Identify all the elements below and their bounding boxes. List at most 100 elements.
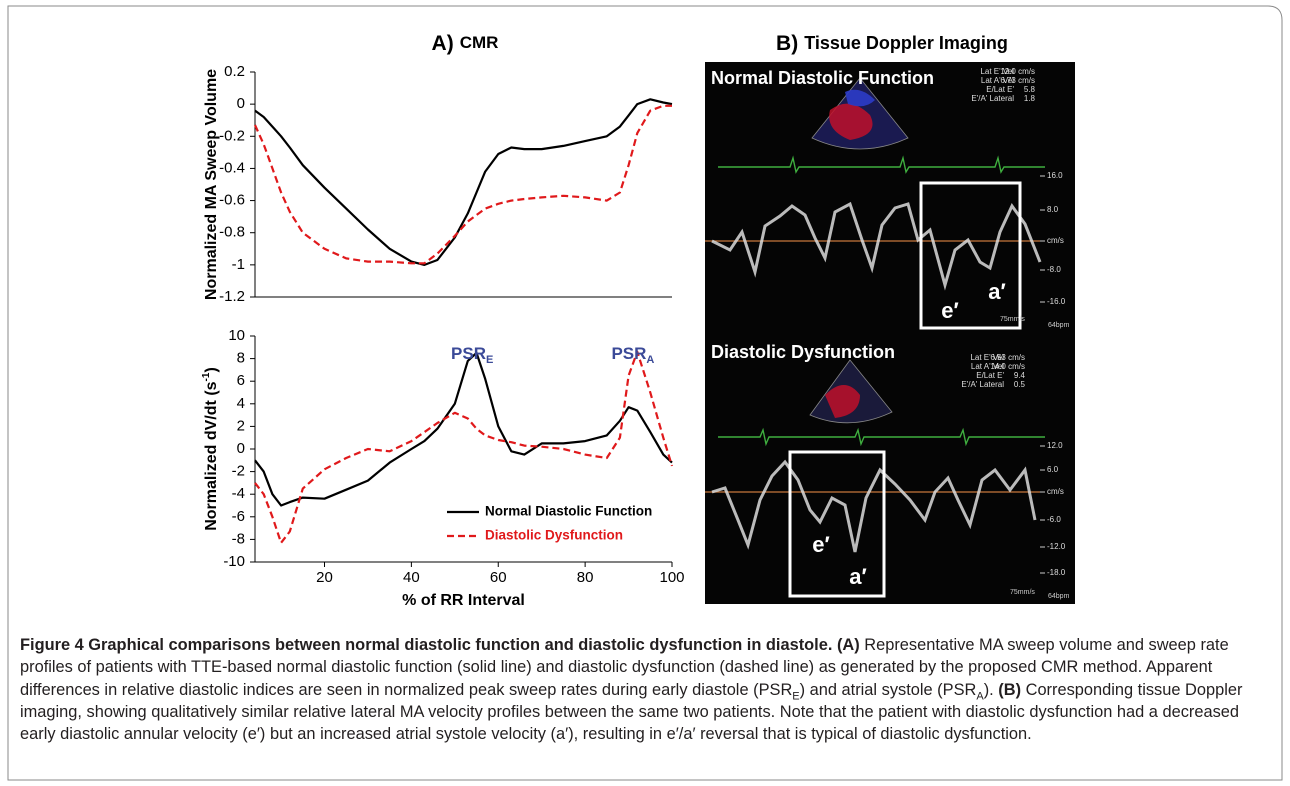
view-title: Diastolic Dysfunction <box>711 342 895 362</box>
panel-title: B) Tissue Doppler Imaging <box>776 32 1008 55</box>
sweep-speed: 75mm/s <box>1000 316 1025 323</box>
y-axis-label: Normalized MA Sweep Volume <box>203 69 220 300</box>
measurement-value: 12.0 cm/s <box>1000 67 1035 76</box>
legend-label: Normal Diastolic Function <box>485 504 652 519</box>
y-tick-label: 6 <box>237 372 245 389</box>
view-title: Normal Diastolic Function <box>711 68 934 88</box>
measurement-value: 1.8 <box>1024 94 1036 103</box>
doppler-background <box>705 62 1075 604</box>
measurement-label: Lat A' Vel <box>981 76 1014 85</box>
text-part: PSR <box>611 344 646 363</box>
caption-text: Representative MA sweep volume and sweep… <box>20 636 1229 699</box>
scale-label: -12.0 <box>1047 542 1066 551</box>
figure-caption: Figure 4 Graphical comparisons between n… <box>20 634 1276 745</box>
measurement-value: 5.8 <box>1024 85 1036 94</box>
text-part: A) <box>432 32 454 55</box>
scale-label: 12.0 <box>1047 441 1063 450</box>
measurement-value: 9.4 <box>1014 371 1026 380</box>
y-tick-label: -4 <box>232 485 245 502</box>
text-part: Tissue Doppler Imaging <box>804 33 1008 53</box>
legend-label: Diastolic Dysfunction <box>485 528 623 543</box>
measurement-label: E'/A' Lateral <box>971 94 1014 103</box>
y-tick-label: -0.8 <box>219 224 245 241</box>
heart-rate: 64bpm <box>1048 322 1070 329</box>
scale-label: -18.0 <box>1047 568 1066 577</box>
ecg-trace <box>718 155 1045 174</box>
scale-label: cm/s <box>1047 487 1064 496</box>
text-part: B) <box>776 32 798 55</box>
line-series <box>254 98 673 266</box>
highlight-box <box>788 450 886 598</box>
measurement-label: Lat E' Vel <box>980 67 1014 76</box>
text-part: Normalized dV/dt (s <box>203 381 220 530</box>
y-tick-label: -8 <box>232 530 245 547</box>
line-series <box>254 351 673 507</box>
measurement-value: 14.0 cm/s <box>990 362 1025 371</box>
measurement-value: 6.73 cm/s <box>1000 76 1035 85</box>
caption-text: ). <box>983 680 999 699</box>
caption-text: E <box>792 689 800 702</box>
highlight-box <box>919 181 1022 330</box>
measurement-label: E'/A' Lateral <box>961 380 1004 389</box>
annotation: PSRE <box>451 344 493 365</box>
caption-text: ) and atrial systole (PSR <box>799 680 977 699</box>
y-tick-label: -10 <box>223 553 245 570</box>
figure-frame <box>7 5 1283 781</box>
y-tick-label: 2 <box>237 417 245 434</box>
line-series <box>254 350 674 544</box>
line-series <box>253 104 672 265</box>
x-tick-label: 80 <box>577 569 594 586</box>
scale-label: cm/s <box>1047 236 1064 245</box>
text-part: ) <box>203 367 220 372</box>
x-tick-label: 100 <box>659 569 684 586</box>
y-tick-label: 0 <box>237 95 245 112</box>
text-part: -1 <box>201 372 212 381</box>
x-axis-label: % of RR Interval <box>402 592 525 609</box>
wave-label: a′ <box>988 279 1006 304</box>
scale-label: -6.0 <box>1047 515 1061 524</box>
x-tick-label: 60 <box>490 569 507 586</box>
caption-text: Figure 4 Graphical comparisons between n… <box>20 636 860 654</box>
sweep-speed: 75mm/s <box>1010 589 1035 596</box>
y-tick-label: 0 <box>237 440 245 457</box>
measurement-label: E/Lat E' <box>976 371 1004 380</box>
scale-label: -16.0 <box>1047 297 1066 306</box>
caption-text: A <box>976 689 984 702</box>
caption-text: (B) <box>998 680 1022 699</box>
y-tick-label: 8 <box>237 350 245 367</box>
ecg-trace <box>718 427 1045 447</box>
text-part: CMR <box>460 33 499 52</box>
doppler-waveform <box>711 201 1042 291</box>
y-axis-label: Normalized dV/dt (s-1) <box>201 367 221 531</box>
text-part: PSR <box>451 344 486 363</box>
scale-label: 16.0 <box>1047 171 1063 180</box>
x-tick-label: 20 <box>316 569 333 586</box>
text-part: Normalized MA Sweep Volume <box>203 69 220 300</box>
y-tick-label: -6 <box>232 508 245 525</box>
caption-text: Corresponding tissue Doppler imaging, sh… <box>20 680 1243 744</box>
wave-label: e′ <box>812 532 830 557</box>
measurement-value: 0.5 <box>1014 380 1026 389</box>
y-tick-label: -2 <box>232 463 245 480</box>
doppler-waveform <box>711 459 1037 553</box>
measurement-label: Lat E' Vel <box>970 353 1004 362</box>
measurement-label: Lat A' Vel <box>971 362 1004 371</box>
annotation: PSRA <box>611 344 654 365</box>
y-tick-label: -0.4 <box>219 159 245 176</box>
y-tick-label: 4 <box>237 395 245 412</box>
text-part: E <box>486 354 493 366</box>
scale-label: 8.0 <box>1047 205 1059 214</box>
y-tick-label: -1 <box>232 256 245 273</box>
scale-label: -8.0 <box>1047 265 1061 274</box>
y-tick-label: -0.6 <box>219 192 245 209</box>
wave-label: a′ <box>849 564 867 589</box>
y-tick-label: -0.2 <box>219 127 245 144</box>
measurement-value: 6.53 cm/s <box>990 353 1025 362</box>
y-tick-label: 10 <box>228 327 245 344</box>
color-flow <box>845 89 875 107</box>
measurement-label: E/Lat E' <box>986 85 1014 94</box>
y-tick-label: -1.2 <box>219 288 245 305</box>
heart-rate: 64bpm <box>1048 593 1070 600</box>
